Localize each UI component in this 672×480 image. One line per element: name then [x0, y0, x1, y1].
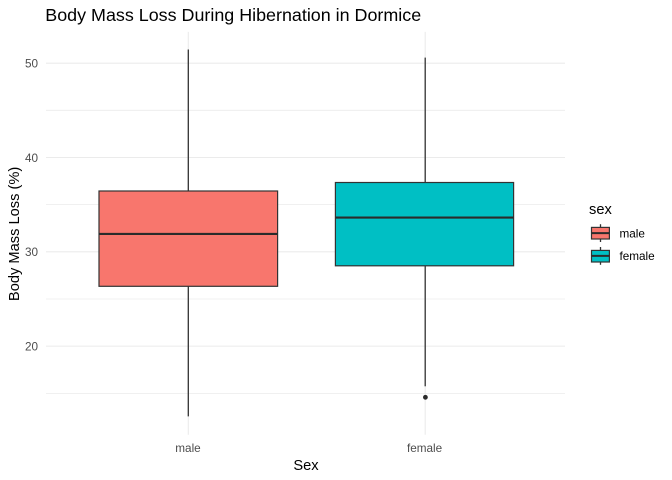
svg-text:Body Mass Loss (%): Body Mass Loss (%): [7, 167, 23, 301]
svg-text:sex: sex: [589, 202, 612, 218]
svg-text:female: female: [407, 442, 442, 455]
svg-text:Body Mass Loss During Hibernat: Body Mass Loss During Hibernation in Dor…: [45, 5, 421, 25]
svg-text:40: 40: [25, 152, 39, 165]
svg-text:female: female: [620, 250, 655, 263]
svg-text:30: 30: [25, 246, 39, 259]
svg-text:Sex: Sex: [293, 458, 319, 474]
svg-text:50: 50: [25, 58, 39, 71]
svg-text:male: male: [175, 442, 200, 455]
svg-text:20: 20: [25, 340, 39, 353]
svg-text:male: male: [620, 228, 645, 241]
